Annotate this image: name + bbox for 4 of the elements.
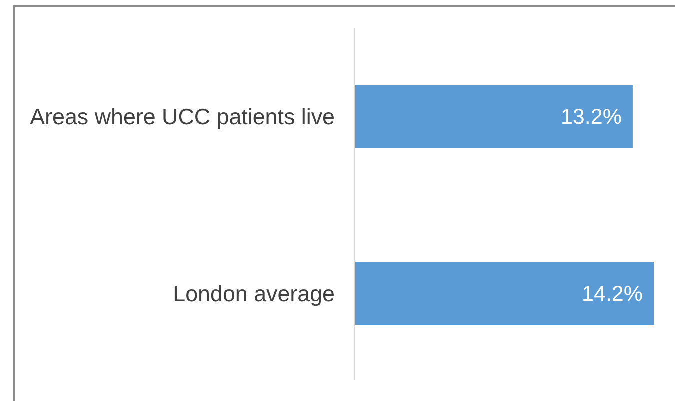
data-label: 13.2% (560, 105, 622, 130)
y-tick-label: London average (173, 281, 335, 306)
y-tick-label: Areas where UCC patients live (30, 104, 335, 130)
data-label: 14.2% (582, 282, 643, 306)
